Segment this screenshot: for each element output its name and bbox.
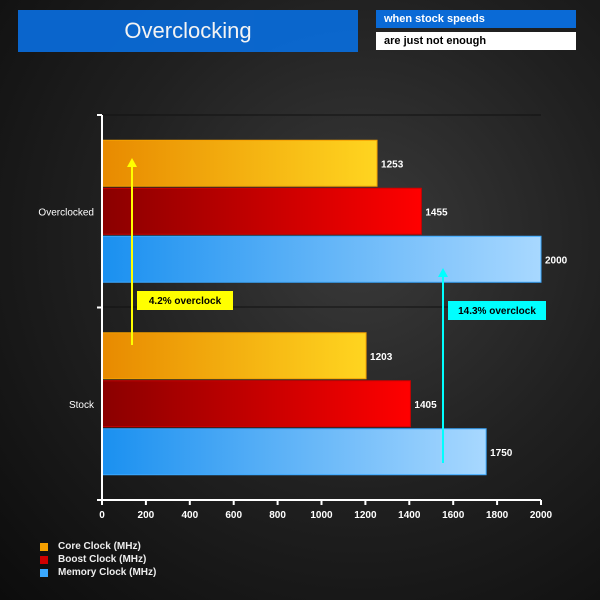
data-label: 1253	[381, 159, 404, 170]
category-label: Stock	[69, 400, 95, 411]
data-label: 2000	[545, 255, 568, 266]
arrow-head-icon	[438, 268, 448, 277]
x-tick-label: 1800	[486, 510, 509, 521]
x-tick-label: 1400	[398, 510, 421, 521]
x-tick-label: 200	[138, 510, 155, 521]
x-tick-label: 2000	[530, 510, 553, 521]
chart-title: Overclocking	[18, 10, 358, 52]
x-tick-label: 400	[181, 510, 198, 521]
legend-item: Memory Clock (MHz)	[40, 566, 156, 579]
subtitle-line-1: when stock speeds	[376, 10, 576, 28]
legend-swatch-core	[40, 542, 48, 551]
bar	[101, 139, 378, 187]
x-tick-label: 600	[225, 510, 242, 521]
x-tick-label: 0	[99, 510, 105, 521]
bar	[101, 380, 411, 428]
bar	[101, 428, 487, 476]
annotation-label: 14.3% overclock	[458, 306, 536, 317]
x-tick-label: 1000	[310, 510, 333, 521]
legend-swatch-memory	[40, 568, 48, 577]
x-tick-label: 1200	[354, 510, 377, 521]
legend-swatch-boost	[40, 555, 48, 564]
x-tick-label: 800	[269, 510, 286, 521]
bar	[101, 235, 542, 283]
annotation-box	[137, 291, 233, 310]
annotation-box	[448, 301, 546, 320]
legend-item: Boost Clock (MHz)	[40, 553, 156, 566]
data-label: 1203	[370, 352, 393, 363]
legend-item: Core Clock (MHz)	[40, 540, 156, 553]
data-label: 1750	[490, 448, 513, 459]
category-label: Overclocked	[38, 207, 94, 218]
x-tick-label: 1600	[442, 510, 465, 521]
annotation-label: 4.2% overclock	[149, 296, 222, 307]
legend: Core Clock (MHz) Boost Clock (MHz) Memor…	[40, 540, 156, 579]
data-label: 1405	[414, 400, 437, 411]
bar	[101, 332, 367, 380]
arrow-head-icon	[127, 158, 137, 167]
data-label: 1455	[425, 207, 448, 218]
subtitle-line-2: are just not enough	[376, 32, 576, 50]
bar	[101, 187, 422, 235]
